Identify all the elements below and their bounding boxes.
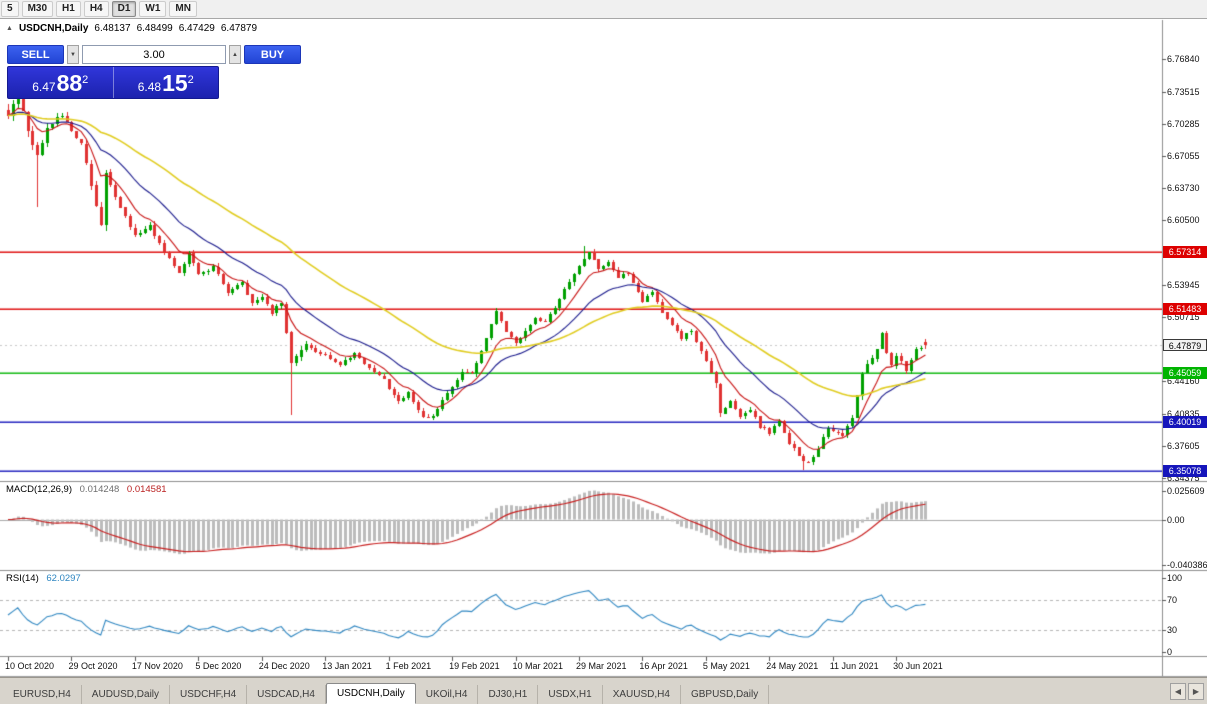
- price-axis-label: 6.37605: [1167, 441, 1200, 452]
- bid-ask-quote-panel: 6.47 88 2 6.48 15 2: [7, 66, 219, 99]
- timeframe-button-h1[interactable]: H1: [56, 1, 81, 17]
- timeframe-button-mn[interactable]: MN: [169, 1, 197, 17]
- sell-price-display[interactable]: 6.47 88 2: [8, 67, 114, 98]
- ohlc-open-value: 6.48137: [94, 23, 131, 34]
- chart-tab-usdcnh-daily[interactable]: USDCNH,Daily: [325, 683, 416, 704]
- chart-tab-bar: EURUSD,H4 AUDUSD,Daily USDCHF,H4 USDCAD,H4 U…: [0, 677, 1207, 704]
- ohlc-high-value: 6.48499: [136, 23, 173, 34]
- macd-main-value: 0.014248: [79, 484, 120, 495]
- chart-tab-xauusd-h4[interactable]: XAUUSD,H4: [603, 685, 681, 704]
- chart-tab-audusd-daily[interactable]: AUDUSD,Daily: [82, 685, 171, 704]
- timeframe-button-d1[interactable]: D1: [111, 1, 137, 17]
- price-axis-label: 6.70285: [1167, 118, 1200, 129]
- price-axis-label: 6.40835: [1167, 409, 1200, 420]
- sell-button[interactable]: SELL: [7, 45, 64, 64]
- price-axis-label: 6.76840: [1167, 53, 1200, 64]
- one-click-trading-panel: SELL ▼ ▲ BUY 6.47 88 2 6.48 15 2: [7, 45, 301, 99]
- lot-increment-button[interactable]: ▲: [229, 45, 241, 64]
- chart-tab-gbpusd-daily[interactable]: GBPUSD,Daily: [681, 685, 770, 704]
- price-level-tag-6-57314: 6.57314: [1163, 245, 1207, 258]
- chart-tab-usdx-h1[interactable]: USDX,H1: [538, 685, 603, 704]
- date-axis-label: 16 Apr 2021: [639, 661, 688, 671]
- rsi-name: RSI(14): [6, 573, 39, 584]
- buy-price-display[interactable]: 6.48 15 2: [114, 67, 219, 98]
- price-axis-label: 6.53945: [1167, 279, 1200, 290]
- price-level-tag-6-45059: 6.45059: [1163, 366, 1207, 379]
- timeframe-button-5[interactable]: 5: [1, 1, 19, 17]
- macd-axis-label: -0.040386: [1167, 560, 1207, 571]
- ohlc-low-value: 6.47429: [178, 23, 215, 34]
- chart-tabs: EURUSD,H4 AUDUSD,Daily USDCHF,H4 USDCAD,H4 U…: [3, 683, 770, 704]
- rsi-axis-label: 30: [1167, 624, 1178, 635]
- buy-price-big-digits: 15: [162, 70, 188, 96]
- price-level-tag-6-40019: 6.40019: [1163, 416, 1207, 429]
- rsi-axis-label: 0: [1167, 647, 1173, 657]
- timeframe-button-h4[interactable]: H4: [83, 1, 109, 17]
- timeframe-button-w1[interactable]: W1: [139, 1, 167, 17]
- date-axis-label: 5 Dec 2020: [195, 661, 242, 671]
- price-axis-label: 6.67055: [1167, 150, 1200, 161]
- spin-down-icon: ▼: [70, 51, 76, 58]
- chart-tab-eurusd-h4[interactable]: EURUSD,H4: [3, 685, 82, 704]
- date-axis-label: 19 Feb 2021: [449, 661, 500, 671]
- buy-button[interactable]: BUY: [244, 45, 301, 64]
- date-axis-label: 10 Mar 2021: [512, 661, 564, 671]
- price-axis-label: 6.34375: [1167, 472, 1200, 483]
- chart-ohlc-header: ▲ USDCNH,Daily 6.48137 6.48499 6.47429 6…: [6, 23, 257, 34]
- date-axis-label: 30 Jun 2021: [893, 661, 943, 671]
- date-axis-label: 24 May 2021: [766, 661, 819, 671]
- chart-tab-usdcad-h4[interactable]: USDCAD,H4: [247, 685, 326, 704]
- lot-decrement-button[interactable]: ▼: [67, 45, 79, 64]
- chart-tab-usdchf-h4[interactable]: USDCHF,H4: [170, 685, 248, 704]
- spin-up-icon: ▲: [232, 51, 238, 58]
- date-axis-label: 24 Dec 2020: [258, 661, 310, 671]
- lot-size-input[interactable]: [82, 45, 226, 64]
- price-axis-label: 6.50715: [1167, 311, 1200, 322]
- price-axis-label: 6.60500: [1167, 215, 1200, 226]
- price-axis-label: 6.44160: [1167, 376, 1200, 387]
- rsi-value: 62.0297: [46, 573, 81, 584]
- date-axis-label: 17 Nov 2020: [131, 661, 183, 671]
- rsi-indicator-label: RSI(14) 62.0297: [6, 573, 81, 584]
- timeframe-toolbar: 5 M30 H1 H4 D1 W1 MN: [0, 0, 1207, 19]
- date-axis-label: 29 Oct 2020: [68, 661, 118, 671]
- current-price-tag: 6.47879: [1163, 338, 1207, 351]
- date-axis-label: 29 Mar 2021: [575, 661, 627, 671]
- date-axis-label: 5 May 2021: [702, 661, 750, 671]
- date-axis-label: 13 Jan 2021: [322, 661, 372, 671]
- price-axis-label: 6.63730: [1167, 183, 1200, 194]
- sell-price-big-digits: 88: [56, 70, 83, 96]
- rsi-axis-label: 100: [1167, 573, 1183, 583]
- macd-axis-label: 0.00: [1167, 514, 1185, 525]
- buy-price-pipette: 2: [187, 74, 194, 86]
- tab-scroll-left-button[interactable]: ◀: [1170, 683, 1186, 700]
- tab-scroll-left-icon: ◀: [1174, 687, 1182, 696]
- chart-symbol-label: USDCNH,Daily: [18, 23, 89, 34]
- timeframe-button-m30[interactable]: M30: [21, 1, 54, 17]
- chart-tab-ukoil-h4[interactable]: UKOil,H4: [416, 685, 479, 704]
- sell-price-prefix: 6.47: [32, 80, 56, 94]
- chart-tab-dj30-h1[interactable]: DJ30,H1: [478, 685, 539, 704]
- tab-scroll-right-icon: ▶: [1192, 687, 1200, 696]
- macd-signal-value: 0.014581: [126, 484, 167, 495]
- sell-price-pipette: 2: [82, 74, 89, 86]
- ohlc-close-value: 6.47879: [220, 23, 258, 34]
- date-axis-label: 11 Jun 2021: [829, 661, 879, 671]
- quote-panel-toggle-icon[interactable]: ▲: [6, 25, 13, 32]
- price-level-tag-6-51483: 6.51483: [1163, 303, 1207, 316]
- rsi-axis-label: 70: [1167, 595, 1178, 606]
- date-axis-label: 10 Oct 2020: [5, 661, 55, 671]
- macd-indicator-label: MACD(12,26,9) 0.014248 0.014581: [6, 484, 167, 495]
- macd-axis-label: 0.025609: [1167, 485, 1205, 496]
- buy-price-prefix: 6.48: [137, 80, 162, 94]
- date-axis-label: 1 Feb 2021: [385, 661, 432, 671]
- tab-scroll-controls: ◀ ▶: [1170, 683, 1204, 700]
- macd-name: MACD(12,26,9): [6, 484, 72, 495]
- price-level-tag-6-35078: 6.35078: [1163, 465, 1207, 478]
- tab-scroll-right-button[interactable]: ▶: [1188, 683, 1204, 700]
- price-axis-label: 6.73515: [1167, 86, 1200, 97]
